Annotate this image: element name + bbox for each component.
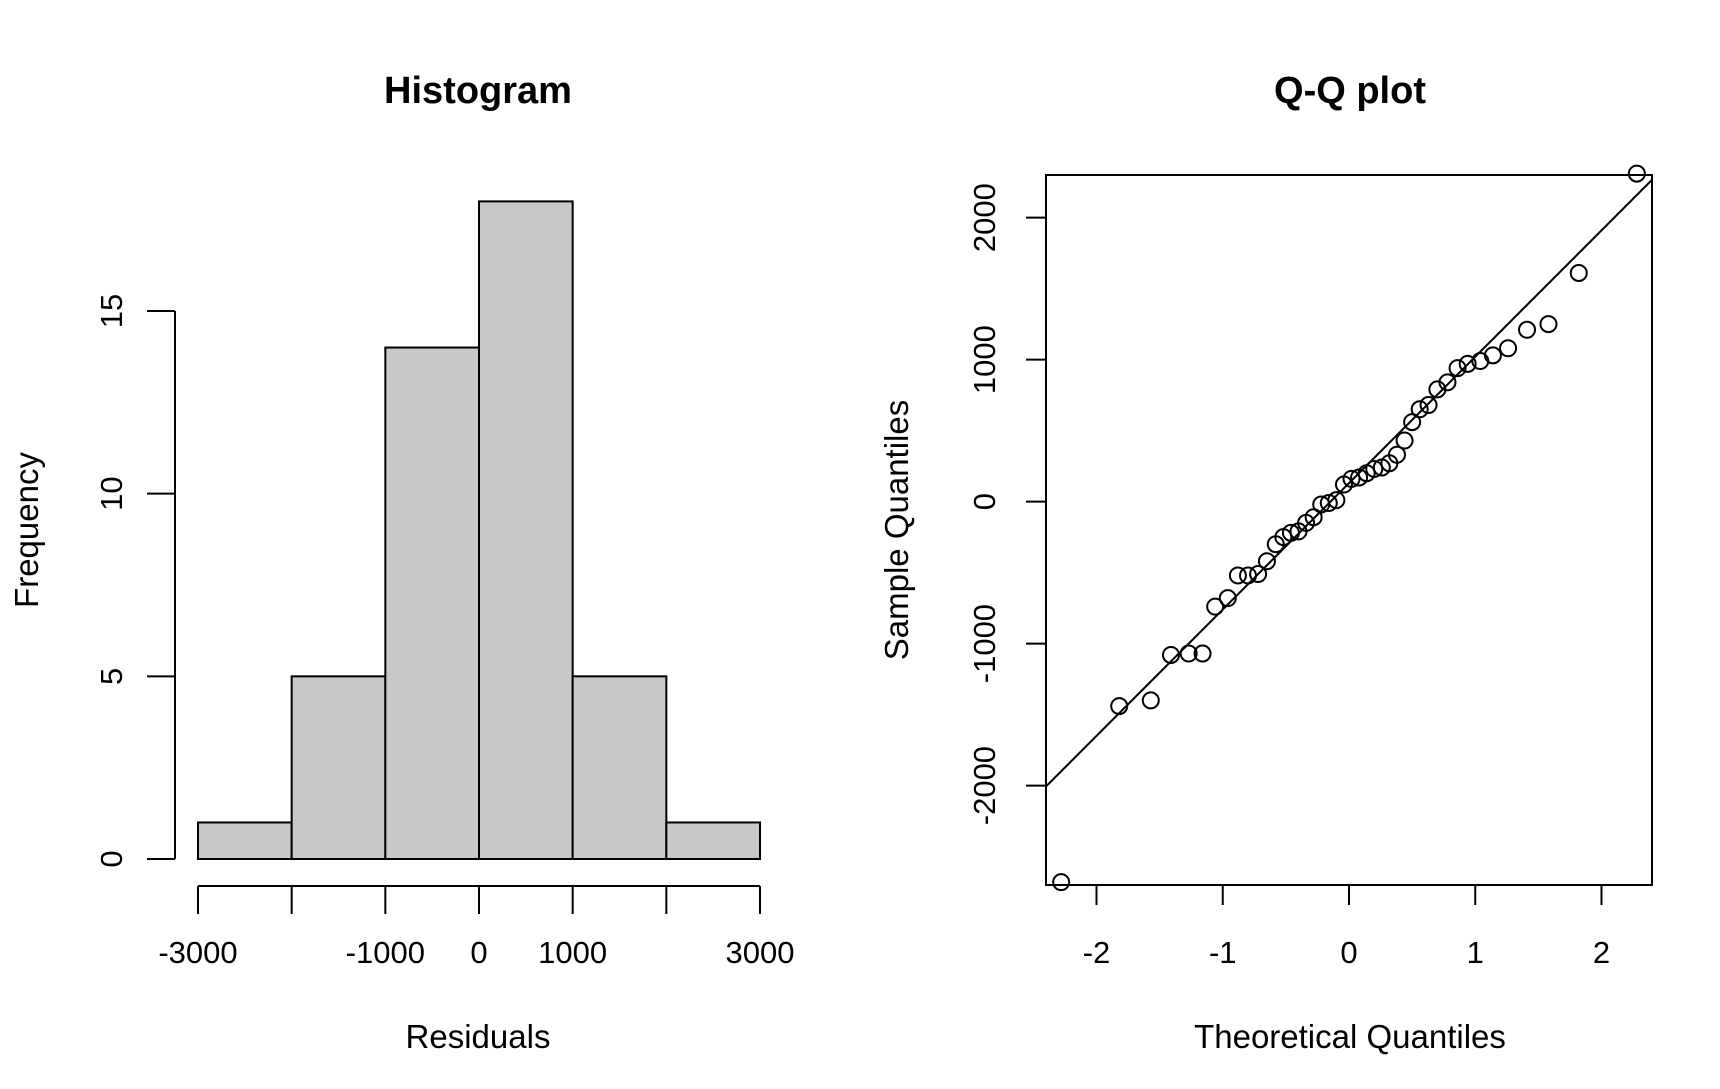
qq-point [1499,339,1518,358]
qq-point [1627,164,1646,183]
qq-point [1218,589,1237,608]
qq-plot-panel: Q-Q plot Theoretical Quantiles Sample Qu… [878,70,1653,1055]
histogram-title: Histogram [384,70,572,112]
histogram-x-tick-label: 0 [470,935,487,970]
histogram-bar [665,821,761,861]
qq-point [1257,552,1276,571]
qq-x-tick-label: -1 [1209,935,1237,970]
qq-point [1161,645,1180,664]
histogram-bar [197,821,293,861]
qq-plot-y-axis-label: Sample Quantiles [878,400,915,660]
qq-points [1052,164,1646,892]
qq-point [1239,566,1257,585]
histogram-bar [571,675,668,860]
histogram-bar [290,675,387,860]
qq-point [1327,491,1346,510]
histogram-x-tick-label: -1000 [346,935,425,970]
histogram-y-tick-label: 0 [94,850,129,867]
histogram-y-tick-label: 10 [94,476,129,510]
qq-reference-line-group [1046,179,1652,788]
qq-point [1249,565,1268,584]
histogram-bar [384,346,481,860]
qq-y-tick-label: 0 [967,493,1002,510]
qq-x-tick-label: 0 [1340,935,1357,970]
qq-y-tick-label: 1000 [967,325,1002,394]
qq-point [1319,494,1338,513]
qq-point [1110,697,1129,716]
qq-plot-x-axis: -2 -1 0 1 2 [1083,885,1610,970]
histogram-y-axis: 0 5 10 15 [94,294,176,868]
qq-plot-y-axis: -2000 -1000 0 1000 2000 [967,183,1046,825]
qq-point [1141,691,1160,710]
qq-point [1483,346,1502,365]
qq-point [1518,320,1537,339]
histogram-bar [478,200,574,860]
qq-point [1206,597,1225,616]
qq-x-tick-label: -2 [1083,935,1111,970]
qq-plot-x-axis-label: Theoretical Quantiles [1194,1018,1506,1055]
qq-point [1281,523,1300,542]
qq-point [1365,459,1384,478]
histogram-y-tick-label: 15 [94,294,129,328]
histogram-x-tick-label: 1000 [538,935,607,970]
qq-point [1342,469,1361,488]
histogram-y-axis-label: Frequency [8,452,45,608]
qq-point [1228,566,1247,585]
qq-point [1569,263,1588,282]
histogram-x-tick-label: -3000 [158,935,237,970]
qq-y-tick-label: -1000 [967,604,1002,683]
histogram-x-axis: -3000 -1000 0 1000 3000 [158,885,795,970]
qq-point [1179,644,1198,663]
qq-point [1052,873,1071,892]
qq-point [1193,644,1212,663]
qq-y-tick-label: -2000 [967,746,1002,825]
qq-point [1458,354,1477,373]
qq-point [1387,445,1406,464]
qq-plot-title: Q-Q plot [1274,70,1426,112]
qq-y-tick-label: 2000 [967,183,1002,252]
histogram-x-tick-label: 3000 [726,935,795,970]
histogram-panel: Histogram Residuals Frequency -3000 -1000… [8,70,794,1055]
qq-point [1419,396,1438,415]
qq-point [1438,373,1457,392]
qq-x-tick-label: 2 [1593,935,1610,970]
qq-point [1410,400,1429,419]
qq-point [1539,315,1558,334]
histogram-bars [197,200,761,861]
qq-point [1395,431,1414,450]
qq-point [1448,359,1467,378]
histogram-x-axis-label: Residuals [406,1018,551,1055]
qq-plot-frame [1045,174,1653,886]
histogram-y-tick-label: 5 [94,668,129,685]
qq-reference-line [1046,179,1652,788]
qq-x-tick-label: 1 [1467,935,1484,970]
